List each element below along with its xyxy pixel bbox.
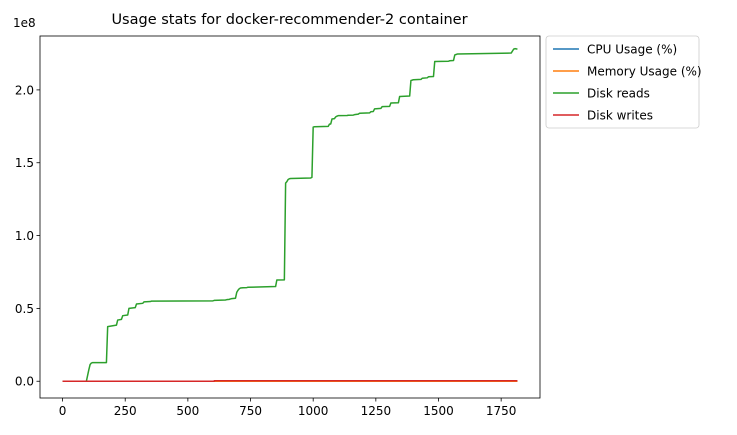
legend-label: Disk reads xyxy=(587,87,650,101)
x-tick-label: 500 xyxy=(176,404,199,418)
chart-title: Usage stats for docker-recommender-2 con… xyxy=(111,12,467,28)
plot-lines xyxy=(62,47,518,382)
y-tick-label: 1.0 xyxy=(15,229,34,243)
legend-label: Disk writes xyxy=(587,109,653,123)
legend-label: Memory Usage (%) xyxy=(587,65,702,79)
y-tick-label: 0.0 xyxy=(15,375,34,389)
y-tick-label: 0.5 xyxy=(15,302,34,316)
x-tick-label: 1750 xyxy=(486,404,517,418)
legend-label: CPU Usage (%) xyxy=(587,43,677,57)
legend-box xyxy=(545,35,700,129)
y-tick-label: 2.0 xyxy=(15,83,34,97)
x-tick-label: 1000 xyxy=(298,404,329,418)
axes-frame xyxy=(39,35,541,399)
legend: CPU Usage (%) Memory Usage (%) Disk reads D… xyxy=(545,35,702,129)
y-axis-offset-label: 1e8 xyxy=(13,16,36,30)
x-tick-label: 1500 xyxy=(423,404,454,418)
plot-frame xyxy=(39,35,541,399)
x-axis-ticks: 0 250 500 750 1000 1250 1500 1750 xyxy=(59,398,517,418)
x-tick-label: 0 xyxy=(59,404,67,418)
x-tick-label: 250 xyxy=(114,404,137,418)
x-tick-label: 750 xyxy=(239,404,262,418)
y-tick-label: 1.5 xyxy=(15,156,34,170)
y-axis-ticks: 0.0 0.5 1.0 1.5 2.0 xyxy=(15,83,40,389)
series-line-2 xyxy=(62,47,518,382)
x-tick-label: 1250 xyxy=(361,404,392,418)
